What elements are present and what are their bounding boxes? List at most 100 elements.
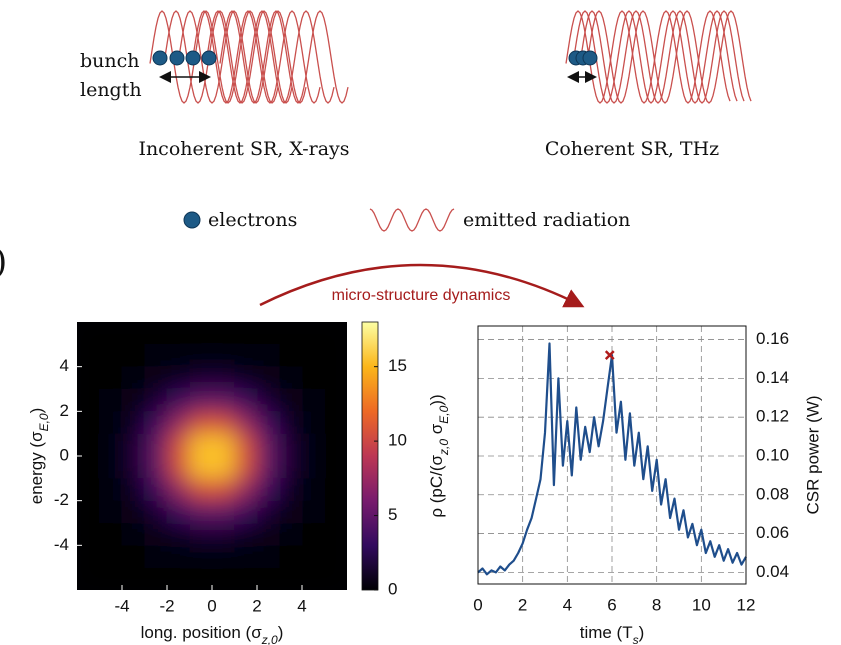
heatmap-cell [279,478,303,502]
x-axis-label: long. position (σz,0) [141,623,284,645]
heatmap-cell [212,344,235,368]
heatmap-cell [99,322,123,345]
heatmap-cell [324,344,347,368]
heatmap-cell [257,344,280,368]
heatmap-cell [257,411,280,435]
arrow-label: micro-structure dynamics [332,287,511,304]
colorbar-tick-label: 5 [388,505,397,524]
marker [604,350,615,360]
heatmap-cell [212,411,235,435]
y2-tick-label: 0.10 [756,445,789,464]
heatmap-cell [212,389,235,412]
caption: Coherent SR, THz [545,138,719,160]
heatmap-cell [189,567,213,590]
heatmap-cell [122,500,145,524]
heatmap-cell [122,433,145,457]
heatmap-cell [234,433,258,457]
x-tick-label: 2 [252,596,261,615]
x-tick-label: 0 [473,595,482,614]
heatmap-cell [279,411,303,435]
x-tick-label: 12 [737,595,756,614]
colorbar-tick-label: 0 [388,579,397,598]
wave [219,10,349,104]
heatmap-cell [324,567,347,590]
heatmap-cell [234,389,258,412]
heatmap-cell [167,389,190,412]
heatmap-cell [167,523,190,546]
heatmap-cell [189,322,213,345]
x-axis-label-part: time (T [580,623,633,642]
x-tick-label: -4 [114,596,129,615]
heatmap-cell [77,366,100,390]
heatmap-cell [234,500,258,524]
heatmap-cell [324,456,347,479]
bunch-label: length [80,79,142,101]
y-tick-label: -2 [54,490,69,509]
heatmap-cell [302,344,325,368]
wave [191,10,321,104]
wave [369,208,455,232]
x-tick-label: 10 [692,595,711,614]
data-line [477,342,747,576]
legend-label: electrons [208,209,297,231]
heatmap-cell [144,322,168,345]
heatmap-cell [99,456,123,479]
heatmap-cell [324,411,347,435]
heatmap-cell [99,545,123,569]
heatmap-cell [167,456,190,479]
heatmap-cell [77,389,100,412]
x-tick-label: 8 [652,595,661,614]
heatmap-cell [167,322,190,345]
heatmap-cell [167,500,190,524]
heatmap-cell [77,478,100,502]
heatmap-cell [167,478,190,502]
y2-tick-label: 0.06 [756,523,789,542]
heatmap-cell [99,389,123,412]
heatmap-cell [234,456,258,479]
heatmap-cell [77,344,100,368]
heatmap-cell [212,478,235,502]
heatmap-cell [122,523,145,546]
heatmap-cell [257,567,280,590]
heatmap-cell [77,433,100,457]
heatmap-cell [302,500,325,524]
wave [163,10,293,104]
y-tick-label: 0 [60,445,69,464]
heatmap-cell [257,322,280,345]
heatmap-cell [324,500,347,524]
heatmap-cell [122,545,145,569]
heatmap-cell [122,344,145,368]
heatmap-cell [122,478,145,502]
heatmap-cell [212,500,235,524]
heatmap-cell [279,500,303,524]
heatmap-cell [144,389,168,412]
x-axis-label-part: ) [278,623,284,642]
y2-tick-label: 0.12 [756,407,789,426]
colorbar-label: ρ (pC/(σz,0 σE,0)) [427,394,451,517]
heatmap-cell [189,523,213,546]
heatmap-cell [212,322,235,345]
heatmap-cell [302,366,325,390]
heatmap-cell [302,456,325,479]
heatmap-cell [99,478,123,502]
heatmap-cell [167,545,190,569]
heatmap-cell [324,478,347,502]
heatmap-cell [212,433,235,457]
x-axis-label-part: ) [639,623,645,642]
heatmap-cell [212,523,235,546]
heatmap-cell [189,344,213,368]
heatmap-cell [234,567,258,590]
heatmap-cell [144,411,168,435]
heatmap-cell [302,389,325,412]
heatmap-cell [77,567,100,590]
panel-label: ) [0,242,7,282]
heatmap-cell [257,478,280,502]
heatmap-cell [279,545,303,569]
heatmap-cell [324,389,347,412]
heatmap-cell [302,567,325,590]
heatmap-cell [257,366,280,390]
heatmap-cells [77,322,347,590]
y-tick-label: 4 [60,356,69,375]
heatmap-cell [257,389,280,412]
